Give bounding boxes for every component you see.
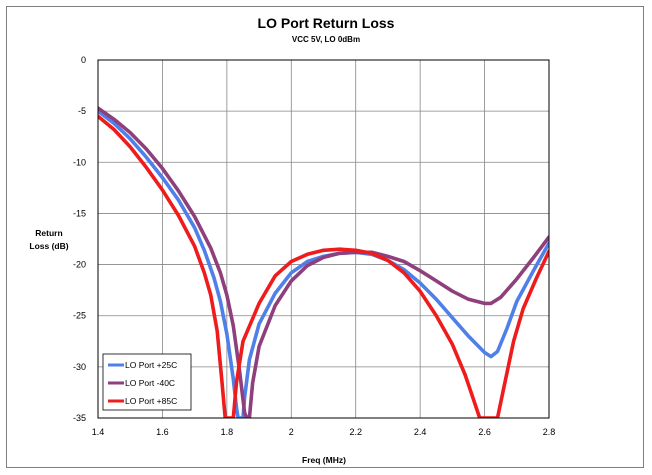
y-tick-label: -5 (78, 106, 86, 116)
chart-title: LO Port Return Loss (258, 15, 395, 31)
x-tick-label: 2.4 (414, 427, 427, 437)
y-axis-label-line1: Return (35, 228, 62, 238)
y-tick-label: -35 (73, 413, 86, 423)
y-tick-label: -25 (73, 311, 86, 321)
series-line-2 (98, 106, 549, 418)
x-tick-label: 2.6 (478, 427, 491, 437)
y-tick-label: -30 (73, 362, 86, 372)
x-tick-label: 1.4 (92, 427, 105, 437)
x-tick-label: 2 (289, 427, 294, 437)
y-axis-label-line2: Loss (dB) (29, 241, 68, 251)
series-line-3 (98, 114, 549, 418)
legend-entry-series-1: LO Port +25C (125, 360, 177, 370)
plot-area (97, 59, 550, 419)
chart-subtitle: VCC 5V, LO 0dBm (292, 35, 360, 44)
axis-ticks: 1.4 1.6 1.8 2 2.2 2.4 2.6 2.8 0 -5 -10 -15 -20 -25 -30… (73, 55, 555, 437)
series-lines (98, 106, 549, 418)
x-tick-label: 1.8 (221, 427, 234, 437)
x-tick-label: 2.8 (543, 427, 556, 437)
x-tick-label: 1.6 (156, 427, 169, 437)
y-tick-label: -15 (73, 208, 86, 218)
y-tick-label: -20 (73, 260, 86, 270)
legend-entry-series-3: LO Port +85C (125, 396, 177, 406)
x-tick-label: 2.2 (349, 427, 362, 437)
series-line-1 (98, 109, 549, 418)
x-axis-label: Freq (MHz) (302, 455, 346, 465)
legend: LO Port +25C LO Port -40C LO Port +85C (102, 353, 192, 411)
y-tick-label: 0 (81, 55, 86, 65)
legend-entry-series-2: LO Port -40C (125, 378, 175, 388)
y-tick-label: -10 (73, 157, 86, 167)
